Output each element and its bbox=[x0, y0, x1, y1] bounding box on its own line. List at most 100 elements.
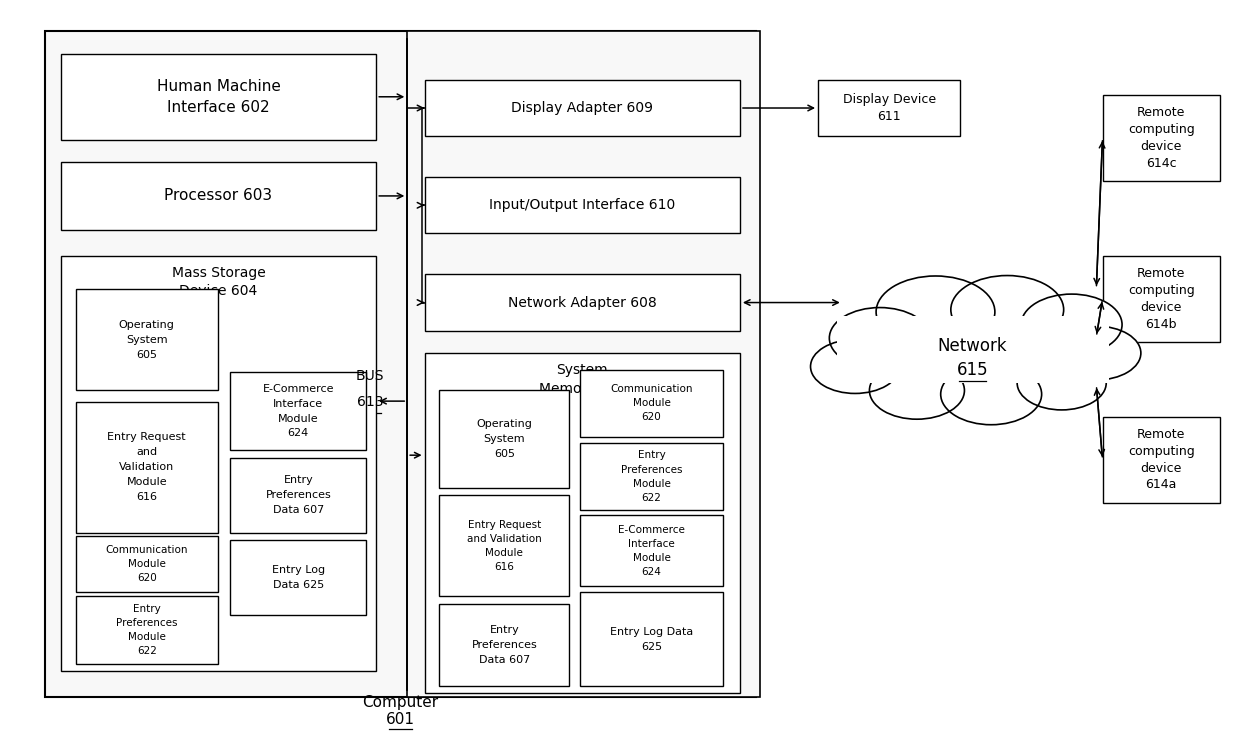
Text: Entry Log Data: Entry Log Data bbox=[610, 627, 693, 637]
Text: Preferences: Preferences bbox=[621, 465, 682, 475]
Text: Entry Log: Entry Log bbox=[272, 565, 325, 575]
Bar bbox=[580, 515, 723, 587]
Text: device: device bbox=[1141, 140, 1182, 153]
Text: System: System bbox=[126, 335, 167, 345]
Text: Entry: Entry bbox=[284, 475, 314, 485]
Text: Entry Request: Entry Request bbox=[467, 520, 541, 529]
Bar bbox=[76, 289, 218, 391]
Bar bbox=[580, 443, 723, 510]
Bar bbox=[580, 593, 723, 686]
Text: Communication: Communication bbox=[610, 385, 693, 394]
Text: 620: 620 bbox=[136, 574, 156, 584]
Text: Human Machine: Human Machine bbox=[156, 79, 280, 94]
Bar bbox=[45, 32, 756, 697]
Bar bbox=[231, 372, 366, 451]
Text: Module: Module bbox=[126, 477, 167, 487]
Text: and: and bbox=[136, 447, 157, 457]
Text: Entry: Entry bbox=[637, 451, 666, 460]
Circle shape bbox=[1021, 294, 1122, 355]
Bar bbox=[231, 458, 366, 532]
Text: Input/Output Interface 610: Input/Output Interface 610 bbox=[489, 198, 676, 213]
Text: 620: 620 bbox=[641, 412, 661, 422]
Bar bbox=[1102, 417, 1220, 502]
Text: BUS: BUS bbox=[356, 369, 384, 382]
Bar bbox=[580, 369, 723, 437]
Text: 614a: 614a bbox=[1146, 478, 1177, 491]
Text: Module: Module bbox=[128, 559, 166, 569]
Text: and Validation: and Validation bbox=[467, 534, 542, 544]
Text: Data 607: Data 607 bbox=[273, 505, 324, 515]
Text: Module: Module bbox=[128, 632, 166, 642]
Bar bbox=[439, 604, 569, 686]
Text: Device 604: Device 604 bbox=[180, 285, 258, 298]
Text: 605: 605 bbox=[494, 449, 515, 459]
Text: Network Adapter 608: Network Adapter 608 bbox=[508, 296, 657, 309]
Text: 613: 613 bbox=[357, 395, 383, 409]
Text: Preferences: Preferences bbox=[471, 640, 537, 650]
Circle shape bbox=[941, 363, 1042, 425]
Text: device: device bbox=[1141, 300, 1182, 314]
Text: Communication: Communication bbox=[105, 545, 188, 556]
Text: Entry: Entry bbox=[133, 604, 161, 614]
Text: 624: 624 bbox=[641, 567, 661, 577]
Bar bbox=[424, 80, 740, 136]
Text: Module: Module bbox=[278, 414, 319, 424]
Text: Interface 602: Interface 602 bbox=[167, 100, 270, 115]
Text: Entry: Entry bbox=[490, 625, 520, 635]
Text: device: device bbox=[1141, 462, 1182, 475]
Text: Interface: Interface bbox=[273, 399, 324, 409]
Text: System: System bbox=[484, 434, 525, 444]
Text: Module: Module bbox=[632, 553, 671, 563]
Bar bbox=[439, 495, 569, 596]
Text: 616: 616 bbox=[136, 492, 157, 502]
Text: E-Commerce: E-Commerce bbox=[263, 384, 334, 394]
Bar bbox=[407, 32, 760, 697]
Text: Mass Storage: Mass Storage bbox=[171, 266, 265, 279]
Text: 615: 615 bbox=[957, 360, 988, 379]
Bar bbox=[231, 540, 366, 615]
Text: Validation: Validation bbox=[119, 462, 175, 472]
Text: Processor 603: Processor 603 bbox=[165, 189, 273, 204]
Text: Preferences: Preferences bbox=[265, 490, 331, 500]
Text: 601: 601 bbox=[386, 712, 415, 727]
Bar bbox=[76, 402, 218, 532]
Text: computing: computing bbox=[1128, 284, 1194, 297]
Circle shape bbox=[869, 362, 965, 419]
Bar bbox=[439, 391, 569, 487]
Text: 622: 622 bbox=[136, 646, 156, 656]
Circle shape bbox=[830, 308, 930, 369]
Bar bbox=[61, 256, 376, 671]
Text: Preferences: Preferences bbox=[117, 618, 177, 628]
Text: Data 607: Data 607 bbox=[479, 655, 529, 665]
Text: Entry Request: Entry Request bbox=[108, 433, 186, 442]
Bar bbox=[837, 315, 1109, 383]
Circle shape bbox=[1052, 326, 1141, 380]
Text: E-Commerce: E-Commerce bbox=[618, 525, 684, 535]
Text: Operating: Operating bbox=[476, 419, 532, 429]
Text: Remote: Remote bbox=[1137, 267, 1185, 280]
Text: 614b: 614b bbox=[1146, 318, 1177, 330]
Text: 624: 624 bbox=[288, 429, 309, 439]
Text: computing: computing bbox=[1128, 123, 1194, 136]
Text: 611: 611 bbox=[877, 110, 901, 123]
Circle shape bbox=[811, 339, 899, 394]
Text: Remote: Remote bbox=[1137, 106, 1185, 119]
Text: Remote: Remote bbox=[1137, 428, 1185, 441]
Bar bbox=[424, 177, 740, 234]
Bar bbox=[818, 80, 960, 136]
Bar bbox=[424, 274, 740, 330]
Text: Interface: Interface bbox=[629, 539, 675, 549]
Text: 614c: 614c bbox=[1146, 157, 1177, 170]
Text: 616: 616 bbox=[495, 562, 515, 572]
Text: Display Adapter 609: Display Adapter 609 bbox=[511, 101, 653, 115]
Bar bbox=[76, 536, 218, 593]
Circle shape bbox=[877, 276, 994, 348]
Text: Module: Module bbox=[485, 547, 523, 558]
Bar bbox=[1102, 95, 1220, 181]
Bar bbox=[1102, 256, 1220, 342]
Text: Module: Module bbox=[632, 478, 671, 488]
Bar bbox=[76, 596, 218, 664]
Circle shape bbox=[1017, 356, 1106, 410]
Text: Network: Network bbox=[937, 336, 1007, 354]
Text: Module: Module bbox=[632, 398, 671, 409]
